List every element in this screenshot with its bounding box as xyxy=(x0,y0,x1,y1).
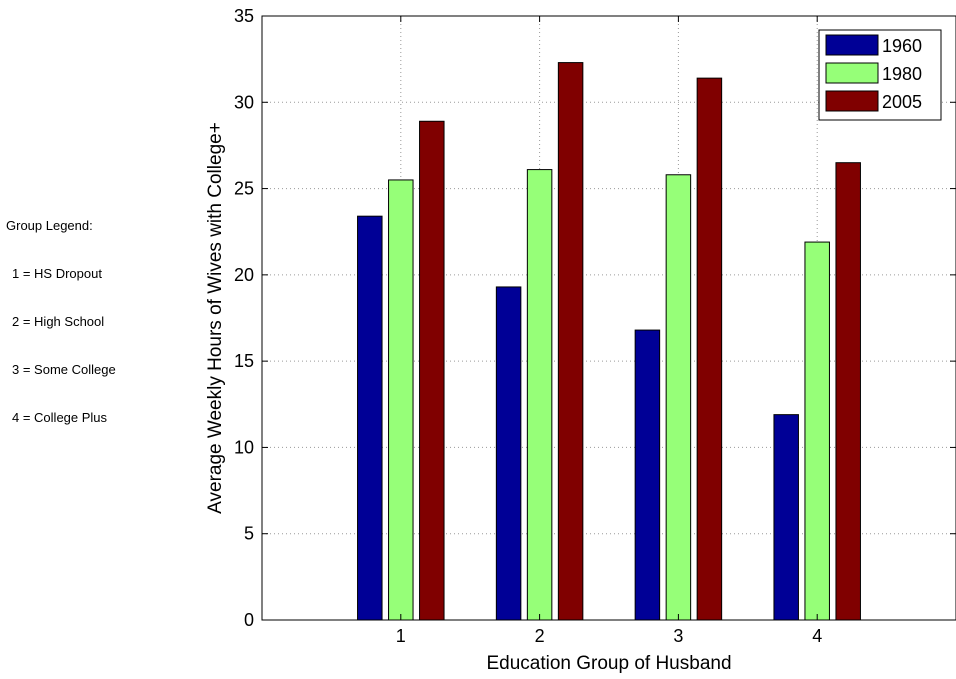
legend-label-2005: 2005 xyxy=(882,92,922,112)
group-legend-item: 3 = Some College xyxy=(6,362,116,378)
legend-label-1980: 1980 xyxy=(882,64,922,84)
y-tick-label: 0 xyxy=(244,610,254,630)
bar-1980-group-1 xyxy=(389,180,414,620)
bar-1960-group-3 xyxy=(635,330,660,620)
bar-1960-group-2 xyxy=(496,287,520,620)
x-tick-label: 1 xyxy=(396,626,406,646)
bar-2005-group-3 xyxy=(697,78,722,620)
legend-swatch-2005 xyxy=(826,91,878,111)
bar-2005-group-4 xyxy=(836,163,861,620)
y-tick-label: 25 xyxy=(234,179,254,199)
bars xyxy=(358,63,861,620)
legend-swatch-1960 xyxy=(826,35,878,55)
bar-1980-group-2 xyxy=(527,170,552,620)
y-tick-label: 5 xyxy=(244,524,254,544)
bar-1980-group-4 xyxy=(805,242,830,620)
group-legend: Group Legend: 1 = HS Dropout 2 = High Sc… xyxy=(6,186,116,442)
legend-swatch-1980 xyxy=(826,63,878,83)
x-tick-label: 2 xyxy=(535,626,545,646)
group-legend-item: 4 = College Plus xyxy=(6,410,116,426)
y-tick-label: 30 xyxy=(234,92,254,112)
y-tick-label: 35 xyxy=(234,6,254,26)
y-tick-label: 15 xyxy=(234,351,254,371)
group-legend-item: 2 = High School xyxy=(6,314,116,330)
x-tick-label: 3 xyxy=(673,626,683,646)
bar-1960-group-4 xyxy=(774,415,799,620)
x-axis-label: Education Group of Husband xyxy=(486,653,731,674)
group-legend-item: 1 = HS Dropout xyxy=(6,266,116,282)
series-legend: 1960 1980 2005 xyxy=(819,30,941,120)
group-legend-title: Group Legend: xyxy=(6,218,116,234)
y-tick-label: 10 xyxy=(234,437,254,457)
x-tick-label: 4 xyxy=(812,626,822,646)
bar-2005-group-2 xyxy=(558,63,583,620)
legend-label-1960: 1960 xyxy=(882,36,922,56)
bar-1980-group-3 xyxy=(666,175,691,620)
y-axis-label: Average Weekly Hours of Wives with Colle… xyxy=(205,122,226,514)
bar-2005-group-1 xyxy=(420,121,445,620)
bar-1960-group-1 xyxy=(358,216,383,620)
y-tick-label: 20 xyxy=(234,265,254,285)
